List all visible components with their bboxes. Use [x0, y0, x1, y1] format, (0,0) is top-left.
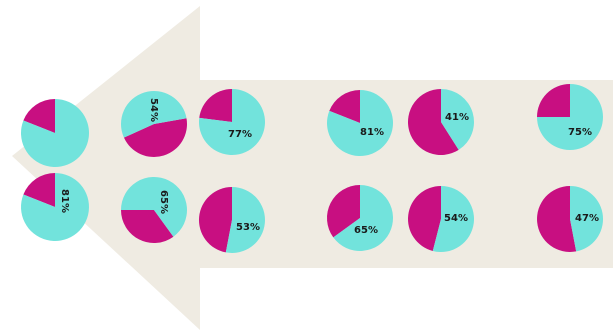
pie-chart: 54%	[408, 186, 474, 252]
pie-percent-label: 77%	[228, 129, 252, 140]
pie-chart: 65%	[121, 177, 187, 243]
pie-percent-label: 54%	[444, 213, 468, 224]
pie-chart: 81%	[21, 173, 89, 241]
pie-chart: 41%	[408, 89, 474, 155]
pie-chart: 54%	[121, 91, 187, 157]
pie-percent-label: 41%	[445, 112, 469, 123]
pie-percent-label: 54%	[148, 98, 159, 122]
pie-chart: 53%	[199, 187, 265, 253]
pie-chart: 65%	[327, 185, 393, 251]
pie-chart: 77%	[199, 89, 265, 155]
pie-percent-label: 81%	[59, 189, 70, 213]
pie-chart: 81%	[327, 90, 393, 156]
pie-percent-label: 65%	[354, 225, 378, 236]
pie-percent-label: 81%	[360, 127, 384, 138]
pie-chart: 75%	[537, 84, 603, 150]
pie-percent-label: 65%	[158, 190, 169, 214]
pie-percent-label: 47%	[575, 213, 599, 224]
pie-percent-label: 75%	[568, 127, 592, 138]
pie-chart	[21, 99, 89, 167]
pie-chart: 47%	[537, 186, 603, 252]
arrow-shape	[12, 6, 613, 330]
pie-percent-label: 53%	[236, 222, 260, 233]
